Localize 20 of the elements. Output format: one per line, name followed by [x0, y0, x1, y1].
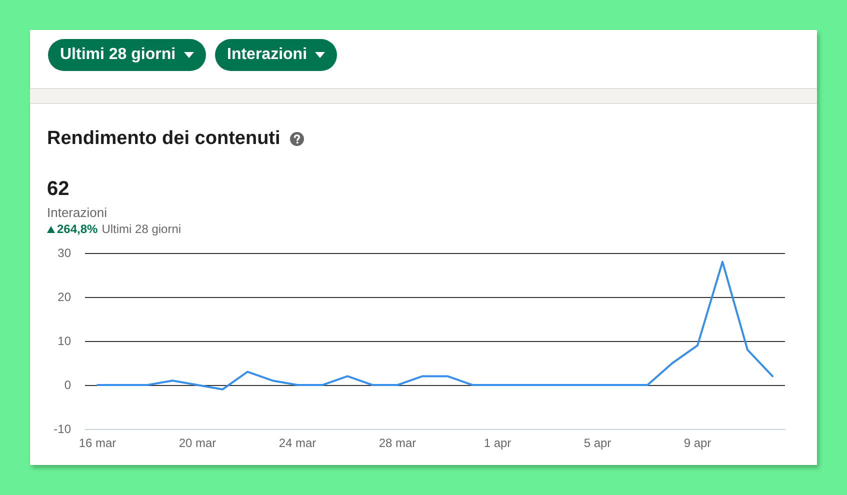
x-tick-label: 9 apr	[684, 436, 712, 450]
y-tick-label: -10	[54, 422, 72, 436]
x-tick-label: 20 mar	[178, 436, 216, 450]
y-tick-label: 30	[58, 246, 72, 260]
text: Ultimi 28 giorni	[102, 222, 182, 236]
x-tick-label: 1 apr	[484, 436, 512, 450]
text: Ultimi 28 giorni	[60, 46, 176, 64]
x-tick-label: 28 mar	[378, 436, 416, 450]
x-tick-label: 5 apr	[584, 436, 612, 450]
text: Interazioni	[47, 205, 107, 220]
text: 264,8%	[57, 222, 98, 236]
y-tick-label: 0	[64, 378, 72, 392]
y-tick-label: 20	[58, 290, 72, 304]
x-tick-label: 16 mar	[78, 436, 116, 450]
line-series	[96, 260, 774, 390]
chart-title: Rendimento dei contenuti	[47, 128, 280, 150]
text: 62	[47, 178, 70, 201]
x-tick-label: 24 mar	[278, 436, 316, 450]
y-tick-label: 10	[58, 334, 72, 348]
text: Interazioni	[227, 46, 308, 64]
